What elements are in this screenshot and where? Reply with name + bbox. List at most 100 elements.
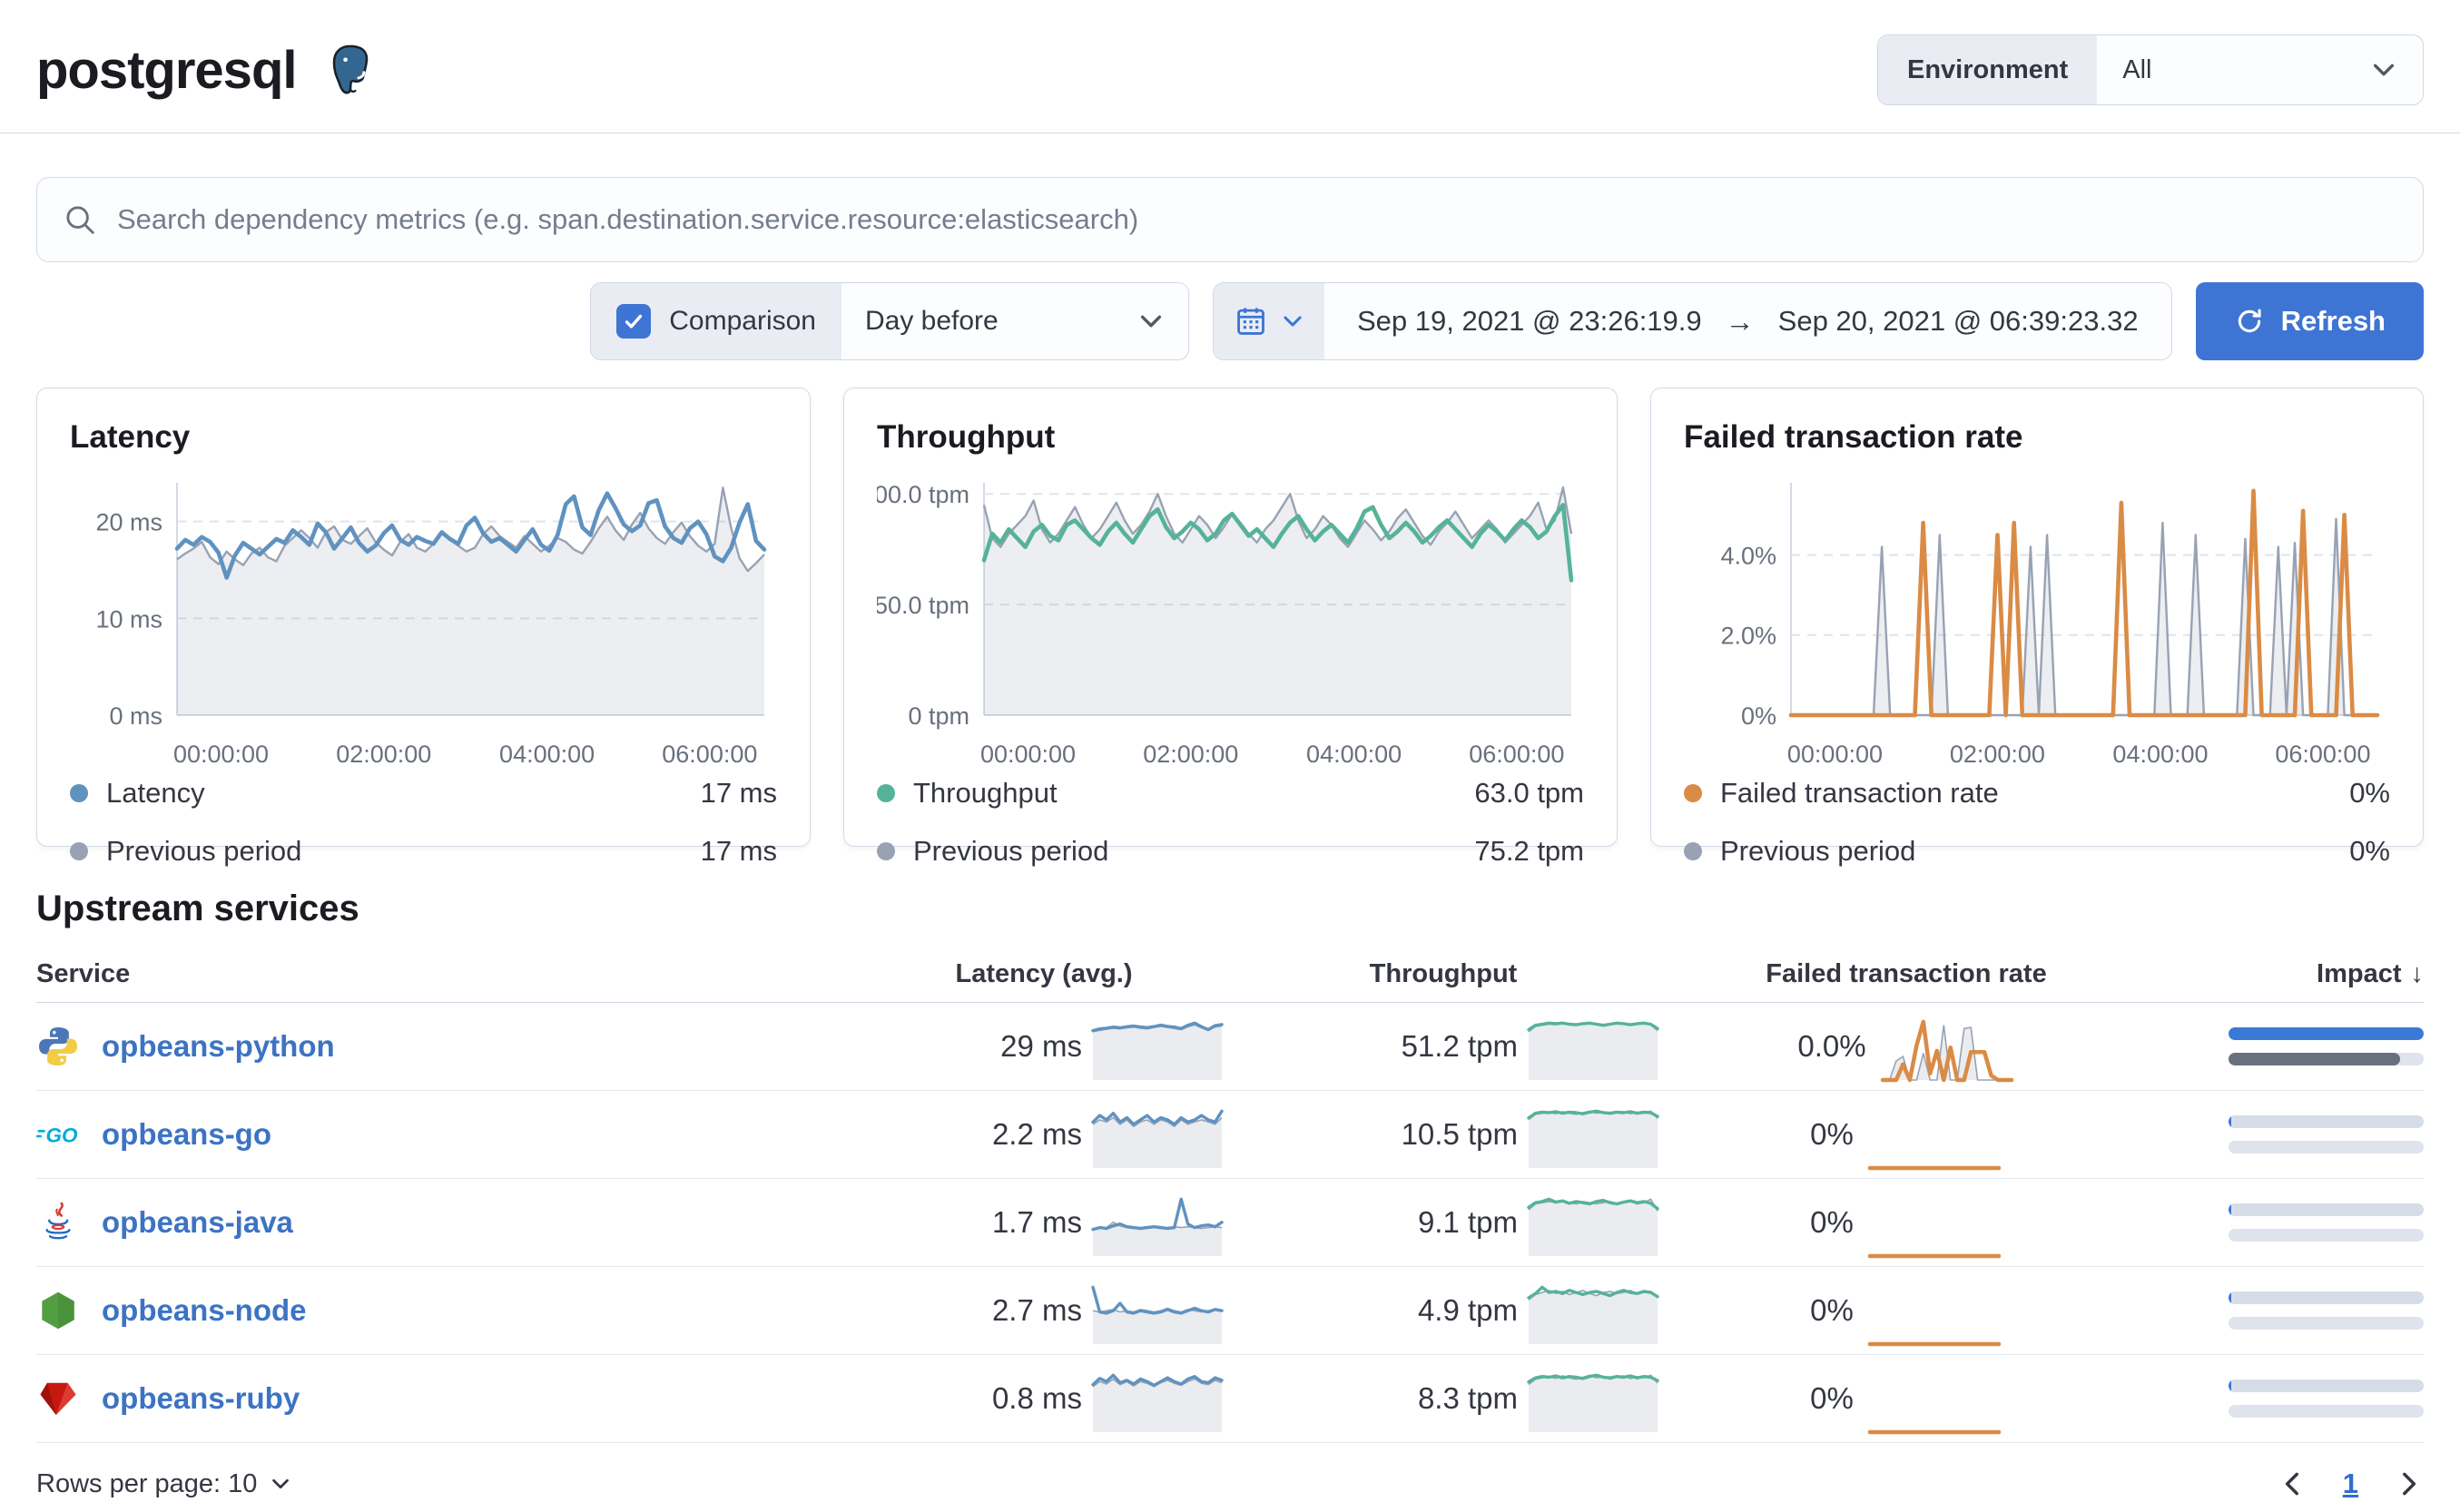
svg-text:0 tpm: 0 tpm	[908, 702, 969, 730]
svg-text:20 ms: 20 ms	[95, 509, 162, 536]
legend-label: Previous period	[913, 835, 1109, 867]
table-row: opbeans-node 2.7 ms 4.9 tpm 0%	[36, 1267, 2424, 1355]
throughput-card: Throughput 100.0 tpm 50.0 tpm 0 tpm 00:00:0…	[843, 388, 1618, 867]
service-link[interactable]: opbeans-java	[102, 1205, 293, 1239]
previous-page-button[interactable]	[2278, 1468, 2308, 1499]
refresh-button[interactable]: Refresh	[2195, 282, 2424, 360]
throughput-sparkline	[1525, 1097, 1661, 1172]
search-input[interactable]: Search dependency metrics (e.g. span.des…	[36, 177, 2424, 262]
throughput-sparkline	[1525, 1361, 1661, 1436]
failed-rate-value: 0%	[1810, 1117, 1854, 1151]
comparison-select-value: Day before	[864, 306, 999, 336]
latency-sparkline	[1089, 1097, 1225, 1172]
chevron-down-icon	[1284, 316, 1302, 327]
chevron-down-icon	[1140, 315, 1162, 328]
service-link[interactable]: opbeans-go	[102, 1117, 271, 1151]
svg-text:06:00:00: 06:00:00	[1469, 741, 1564, 768]
legend-value: 63.0 tpm	[1474, 777, 1584, 809]
refresh-label: Refresh	[2280, 305, 2386, 337]
service-link[interactable]: opbeans-node	[102, 1293, 307, 1327]
service-link[interactable]: opbeans-ruby	[102, 1381, 300, 1415]
chevron-left-icon	[2285, 1472, 2298, 1496]
failed-rate-value: 0.0%	[1797, 1029, 1866, 1063]
throughput-value: 8.3 tpm	[1417, 1381, 1518, 1415]
legend-item[interactable]: Latency 17 ms	[70, 777, 777, 810]
throughput-value: 9.1 tpm	[1417, 1205, 1518, 1239]
legend-dot	[70, 784, 88, 802]
svg-text:00:00:00: 00:00:00	[1787, 741, 1883, 768]
card-title: Throughput	[877, 419, 1056, 455]
latency-sparkline	[1089, 1009, 1225, 1084]
latency-card: Latency 20 ms 10 ms 0 ms 00:00:00 02:00:00 04…	[36, 388, 811, 867]
checkbox-checked-icon	[616, 304, 652, 339]
legend-label: Previous period	[1720, 835, 1916, 867]
date-picker-menu-button[interactable]	[1213, 283, 1324, 359]
latency-sparkline	[1089, 1361, 1225, 1436]
impact-bars	[2151, 1379, 2424, 1418]
throughput-value: 51.2 tpm	[1401, 1029, 1518, 1063]
legend-item[interactable]: Failed transaction rate 0%	[1684, 777, 2390, 810]
calendar-icon	[1237, 308, 1264, 335]
failed-rate-card: Failed transaction rate 4.0% 2.0% 0% 00:00:…	[1650, 388, 2424, 867]
comparison-select[interactable]: Day before	[841, 283, 1188, 359]
date-end[interactable]: Sep 20, 2021 @ 06:39:23.32	[1777, 305, 2139, 337]
latency-value: 2.2 ms	[991, 1117, 1082, 1151]
card-title: Failed transaction rate	[1684, 419, 2023, 455]
table-header: Service Latency (avg.) Throughput Failed…	[36, 946, 2424, 1003]
chevron-down-icon	[2373, 64, 2395, 76]
svg-text:0 ms: 0 ms	[109, 702, 162, 730]
latency-value: 1.7 ms	[991, 1205, 1082, 1239]
java-icon	[45, 1202, 71, 1240]
next-page-button[interactable]	[2393, 1468, 2424, 1499]
latency-value: 29 ms	[1000, 1029, 1082, 1063]
page-header: postgresql Environment All	[36, 0, 2424, 105]
comparison-checkbox[interactable]: Comparison	[591, 283, 841, 359]
failed-rate-value: 0%	[1810, 1293, 1854, 1327]
failed-rate-chart: 4.0% 2.0% 0% 00:00:00 02:00:00 04:00:00 06:00:…	[1684, 468, 2390, 777]
column-header-latency[interactable]: Latency (avg.)	[955, 958, 1133, 988]
refresh-icon	[2238, 309, 2261, 333]
legend-dot	[1684, 842, 1702, 860]
throughput-sparkline	[1525, 1185, 1661, 1260]
environment-value: All	[2122, 54, 2152, 84]
latency-value: 0.8 ms	[991, 1381, 1082, 1415]
svg-text:04:00:00: 04:00:00	[1306, 741, 1402, 768]
legend-item[interactable]: Previous period 75.2 tpm	[877, 835, 1584, 868]
date-start[interactable]: Sep 19, 2021 @ 23:26:19.9	[1356, 305, 1702, 337]
table-row: GO opbeans-go 2.2 ms 10.5 tpm 0%	[36, 1091, 2424, 1179]
legend-value: 0%	[2349, 777, 2390, 809]
table-pagination: Rows per page: 10 1	[36, 1456, 2424, 1512]
svg-text:06:00:00: 06:00:00	[662, 741, 757, 768]
rows-per-page-label: Rows per page: 10	[36, 1468, 258, 1498]
ruby-icon	[40, 1382, 76, 1415]
latency-sparkline	[1089, 1273, 1225, 1348]
sort-arrow-down-icon: ↓	[2410, 958, 2425, 988]
legend-item[interactable]: Previous period 0%	[1684, 835, 2390, 868]
throughput-value: 10.5 tpm	[1401, 1117, 1518, 1151]
environment-select[interactable]: Environment All	[1877, 34, 2424, 105]
column-header-impact[interactable]: Impact ↓	[2317, 958, 2425, 988]
latency-chart: 20 ms 10 ms 0 ms 00:00:00 02:00:00 04:00:00 06…	[70, 468, 777, 777]
legend-item[interactable]: Previous period 17 ms	[70, 835, 777, 868]
svg-text:2.0%: 2.0%	[1720, 623, 1776, 650]
failed-rate-sparkline	[1866, 1097, 2002, 1172]
svg-text:02:00:00: 02:00:00	[336, 741, 431, 768]
column-header-failed-rate[interactable]: Failed transaction rate	[1766, 958, 2047, 988]
svg-text:10 ms: 10 ms	[95, 605, 162, 633]
rows-per-page-button[interactable]: Rows per page: 10	[36, 1469, 291, 1499]
legend-item[interactable]: Throughput 63.0 tpm	[877, 777, 1584, 810]
service-link[interactable]: opbeans-python	[102, 1029, 335, 1063]
legend-label: Previous period	[106, 835, 302, 867]
svg-text:00:00:00: 00:00:00	[173, 741, 269, 768]
svg-text:100.0 tpm: 100.0 tpm	[877, 481, 969, 508]
failed-rate-sparkline	[1866, 1361, 2002, 1436]
failed-rate-sparkline	[1879, 1009, 2015, 1084]
page-number[interactable]: 1	[2342, 1468, 2358, 1499]
impact-bars	[2151, 1027, 2424, 1065]
chevron-down-icon	[272, 1478, 290, 1489]
column-header-service: Service	[36, 958, 131, 988]
column-header-throughput[interactable]: Throughput	[1369, 958, 1518, 988]
impact-bars	[2151, 1115, 2424, 1154]
nodejs-icon	[42, 1291, 74, 1330]
chevron-right-icon	[2403, 1472, 2416, 1496]
